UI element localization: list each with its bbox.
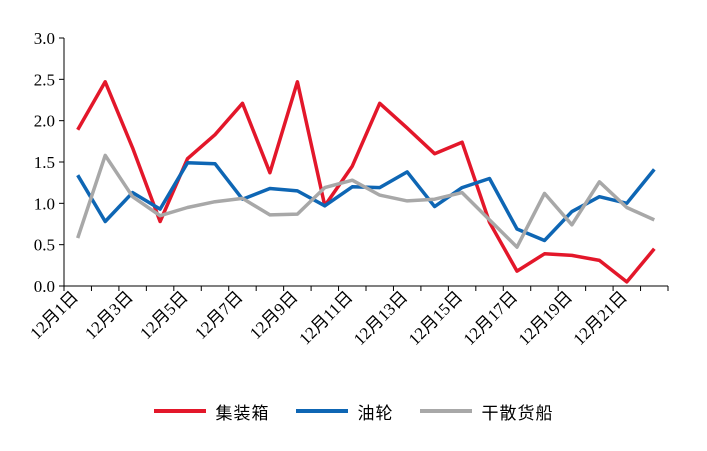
y-axis: 0.0 0.5 1.0 1.5 2.0 2.5 3.0 (34, 29, 65, 296)
x-tick-label: 12月5日 (136, 287, 192, 343)
y-tick-label: 2.0 (34, 112, 55, 131)
x-tick-label: 12月19日 (515, 287, 577, 349)
y-tick-label: 0.0 (34, 277, 55, 296)
legend: 集装箱 油轮 干散货船 (0, 396, 707, 426)
y-tick-label: 1.0 (34, 194, 55, 213)
x-tick-label: 12月9日 (246, 287, 302, 343)
legend-item-bulk: 干散货船 (419, 399, 554, 424)
series-line-0 (76, 80, 656, 284)
x-tick-label: 12月11日 (295, 287, 356, 348)
series-line-1 (76, 161, 656, 243)
x-tick-label: 12月7日 (191, 287, 247, 343)
legend-label-bulk: 干散货船 (481, 403, 554, 424)
x-tick-label: 12月15日 (405, 287, 467, 349)
series-line-2 (76, 153, 656, 249)
legend-swatch-bulk (419, 409, 472, 413)
legend-swatch-container (153, 409, 206, 413)
legend-label-container: 集装箱 (215, 403, 270, 424)
series-lines (76, 80, 656, 284)
x-axis: 12月1日 12月3日 12月5日 12月7日 12月9日12月11日12月13日12月… (26, 285, 669, 349)
legend-label-tanker: 油轮 (357, 403, 394, 424)
y-tick-label: 2.5 (34, 70, 55, 89)
legend-item-container: 集装箱 (153, 399, 270, 424)
y-tick-label: 0.5 (34, 236, 55, 255)
legend-swatch-tanker (295, 409, 348, 413)
x-tick-label: 12月3日 (81, 287, 137, 343)
x-tick-label: 12月21日 (570, 287, 632, 349)
x-tick-label: 12月17日 (460, 287, 522, 349)
legend-item-tanker: 油轮 (295, 399, 394, 424)
y-tick-label: 3.0 (34, 29, 55, 48)
y-tick-label: 1.5 (34, 153, 55, 172)
x-tick-label: 12月13日 (350, 287, 412, 349)
